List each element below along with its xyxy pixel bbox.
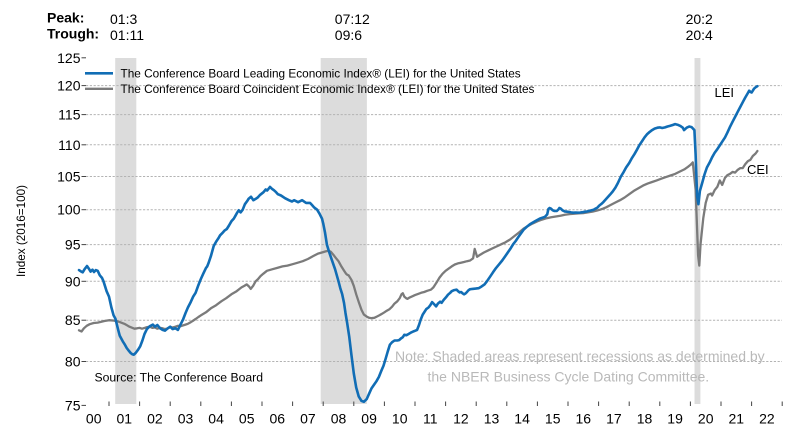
svg-text:18: 18 (637, 411, 653, 427)
svg-text:20: 20 (698, 411, 714, 427)
svg-text:08: 08 (331, 411, 347, 427)
svg-text:The Conference Board Leading E: The Conference Board Leading Economic In… (121, 67, 521, 81)
svg-text:Note: Shaded areas represent r: Note: Shaded areas represent recessions … (395, 348, 765, 364)
svg-text:The Conference Board Coinciden: The Conference Board Coincident Economic… (121, 82, 535, 96)
svg-text:14: 14 (514, 411, 530, 427)
svg-text:100: 100 (57, 202, 81, 218)
svg-text:75: 75 (65, 397, 81, 413)
svg-text:03: 03 (178, 411, 194, 427)
svg-text:20:4: 20:4 (686, 27, 713, 43)
svg-text:00: 00 (86, 411, 102, 427)
svg-text:Peak:: Peak: (47, 10, 84, 26)
svg-text:01: 01 (117, 411, 133, 427)
svg-text:07:12: 07:12 (335, 11, 370, 27)
svg-text:17: 17 (606, 411, 622, 427)
svg-text:110: 110 (58, 137, 81, 153)
svg-text:01:3: 01:3 (110, 11, 137, 27)
svg-text:09: 09 (361, 411, 377, 427)
svg-text:12: 12 (453, 411, 469, 427)
svg-text:20:2: 20:2 (686, 11, 713, 27)
svg-text:LEI: LEI (715, 85, 735, 100)
svg-text:15: 15 (545, 411, 561, 427)
svg-text:125: 125 (57, 50, 81, 66)
svg-text:120: 120 (57, 78, 81, 94)
svg-text:90: 90 (65, 273, 81, 289)
svg-text:10: 10 (392, 411, 408, 427)
svg-text:CEI: CEI (747, 162, 769, 177)
svg-text:13: 13 (484, 411, 500, 427)
svg-text:80: 80 (65, 354, 81, 370)
svg-text:105: 105 (57, 169, 81, 185)
svg-text:19: 19 (667, 411, 683, 427)
svg-text:01:11: 01:11 (110, 27, 144, 43)
svg-text:05: 05 (239, 411, 255, 427)
svg-text:21: 21 (729, 411, 745, 427)
svg-text:95: 95 (65, 237, 81, 253)
svg-text:07: 07 (300, 411, 316, 427)
svg-text:11: 11 (423, 411, 438, 427)
svg-text:06: 06 (270, 411, 286, 427)
svg-text:22: 22 (759, 411, 775, 427)
svg-text:04: 04 (208, 411, 224, 427)
svg-text:the NBER Business Cycle Dating: the NBER Business Cycle Dating Committee… (428, 369, 710, 385)
svg-text:Trough:: Trough: (47, 26, 99, 42)
svg-text:85: 85 (65, 312, 81, 328)
svg-text:16: 16 (576, 411, 592, 427)
svg-text:115: 115 (58, 107, 81, 123)
svg-text:Index (2016=100): Index (2016=100) (15, 185, 28, 277)
svg-text:09:6: 09:6 (335, 27, 362, 43)
svg-text:02: 02 (147, 411, 163, 427)
svg-text:Source: The Conference Board: Source: The Conference Board (95, 371, 263, 385)
